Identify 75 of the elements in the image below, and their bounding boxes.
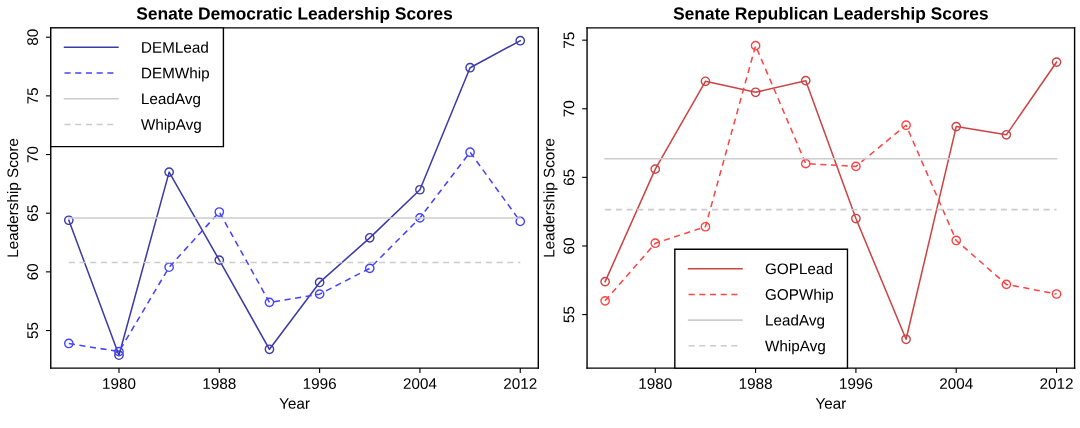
y-tick-label: 60: [27, 263, 39, 280]
point: [415, 184, 425, 195]
x-tick-label: 1996: [303, 378, 336, 390]
y-tick-label: 75: [27, 88, 39, 104]
x-tick-label: 2004: [940, 378, 973, 390]
legend-label: GOPWhip: [765, 288, 834, 303]
point: [415, 213, 425, 223]
chart-title: Senate Democratic Leadership Scores: [136, 6, 453, 24]
y-tick-label: 80: [27, 29, 39, 46]
y-tick-label: 65: [563, 169, 575, 186]
y-tick-label: 60: [563, 238, 575, 254]
y-tick-label: 65: [27, 205, 39, 221]
point: [600, 276, 610, 287]
y-axis-title: Leadership Score: [7, 138, 22, 257]
legend-label: GOPLead: [765, 262, 832, 275]
point: [650, 238, 661, 249]
point: [901, 334, 911, 345]
legend-label: DEMLead: [142, 41, 208, 53]
point: [650, 164, 661, 174]
y-tick-label: 55: [27, 322, 39, 339]
x-tick-label: 2004: [403, 378, 437, 390]
point: [63, 338, 74, 349]
point: [700, 76, 711, 87]
point: [164, 167, 174, 177]
point: [314, 277, 325, 288]
x-tick-label: 1980: [639, 378, 672, 390]
point: [515, 216, 526, 227]
point: [851, 161, 861, 172]
point: [63, 215, 74, 226]
point: [114, 346, 124, 357]
x-axis-title: Year: [815, 398, 847, 409]
y-tick-label: 55: [563, 306, 575, 323]
point: [214, 207, 225, 217]
point: [901, 120, 911, 131]
legend-label: DEMWhip: [142, 67, 210, 82]
y-axis-title: Leadership Score: [543, 138, 558, 257]
point: [800, 158, 811, 169]
x-tick-label: 2012: [1040, 378, 1073, 390]
point: [114, 350, 124, 361]
point: [465, 62, 475, 73]
point: [951, 235, 962, 246]
y-tick-label: 70: [563, 100, 575, 117]
point: [264, 344, 275, 355]
x-tick-label: 1980: [103, 378, 136, 390]
point: [1051, 57, 1062, 67]
point: [700, 221, 711, 232]
y-tick-label: 70: [27, 146, 39, 163]
legend-label: WhipAvg: [140, 118, 201, 133]
x-tick-label: 1988: [739, 378, 772, 390]
x-axis-title: Year: [279, 398, 310, 409]
x-tick-label: 1996: [840, 378, 873, 390]
legend-label: LeadAvg: [142, 92, 200, 108]
point: [851, 213, 861, 224]
point: [164, 262, 174, 273]
point: [800, 75, 811, 86]
point: [750, 40, 761, 51]
point: [515, 35, 526, 46]
point: [1001, 279, 1012, 290]
point: [465, 147, 475, 158]
point: [264, 297, 275, 308]
x-tick-label: 1988: [203, 378, 236, 390]
legend-label: LeadAvg: [766, 314, 825, 329]
point: [364, 232, 375, 243]
legend-label: WhipAvg: [765, 340, 825, 355]
x-tick-label: 2012: [504, 378, 537, 390]
point: [314, 289, 325, 300]
point: [600, 295, 610, 306]
point: [1051, 289, 1062, 299]
point: [750, 87, 761, 98]
point: [214, 255, 225, 265]
point: [1001, 129, 1012, 140]
point: [951, 121, 962, 132]
y-tick-label: 75: [563, 32, 575, 48]
chart-title: Senate Republican Leadership Scores: [673, 6, 988, 24]
point: [364, 263, 375, 274]
